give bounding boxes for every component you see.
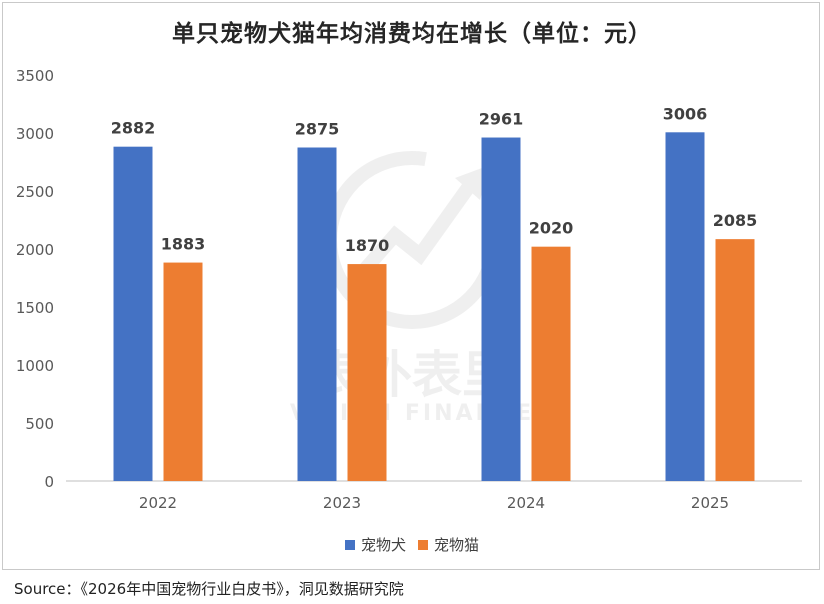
data-labels: 2882 1883 2875 1870 2961 2020 3006 2085 xyxy=(111,104,758,255)
y-tick-label: 500 xyxy=(25,415,54,433)
bar xyxy=(113,146,153,482)
y-tick-label: 1500 xyxy=(16,299,54,317)
legend-item: 宠物犬 xyxy=(344,534,406,555)
data-label: 2882 xyxy=(111,119,156,138)
bar xyxy=(715,239,755,481)
bar xyxy=(481,137,521,482)
y-tick-label: 2500 xyxy=(16,183,54,201)
x-tick-label: 2023 xyxy=(323,494,361,512)
y-tick-label: 3000 xyxy=(16,125,54,143)
y-tick-label: 2000 xyxy=(16,241,54,259)
data-label: 2875 xyxy=(295,120,340,139)
bar xyxy=(163,262,203,481)
x-tick-label: 2022 xyxy=(139,494,177,512)
legend-label: 宠物猫 xyxy=(434,536,480,554)
data-label: 1870 xyxy=(345,236,390,255)
legend-swatch xyxy=(418,540,428,550)
legend: 宠物犬 宠物猫 xyxy=(0,534,824,555)
legend-swatch xyxy=(344,540,355,550)
x-tick-label: 2025 xyxy=(691,494,729,512)
y-tick-label: 1000 xyxy=(16,357,54,375)
y-tick-label: 0 xyxy=(44,473,54,491)
data-label: 2961 xyxy=(479,110,524,129)
x-tick-label: 2024 xyxy=(507,494,545,512)
legend-item: 宠物猫 xyxy=(418,534,479,555)
bar xyxy=(347,264,387,481)
x-axis: 2022 2023 2024 2025 xyxy=(139,494,729,512)
legend-label: 宠物犬 xyxy=(360,536,406,554)
bar xyxy=(665,132,705,481)
bars xyxy=(113,132,755,482)
bar xyxy=(297,147,337,481)
data-label: 3006 xyxy=(663,104,708,123)
data-label: 2085 xyxy=(713,211,758,230)
chart-title: 单只宠物犬猫年均消费均在增长（单位：元） xyxy=(172,21,652,47)
y-axis: 0 500 1000 1500 2000 2500 3000 3500 xyxy=(16,67,54,491)
bar xyxy=(531,246,571,481)
data-label: 2020 xyxy=(529,219,574,238)
source-note: Source：《2026年中国宠物行业白皮书》，洞见数据研究院 xyxy=(14,580,404,598)
data-label: 1883 xyxy=(161,235,206,254)
y-tick-label: 3500 xyxy=(16,67,54,85)
watermark-cn-text: 表外表里 xyxy=(312,346,512,404)
